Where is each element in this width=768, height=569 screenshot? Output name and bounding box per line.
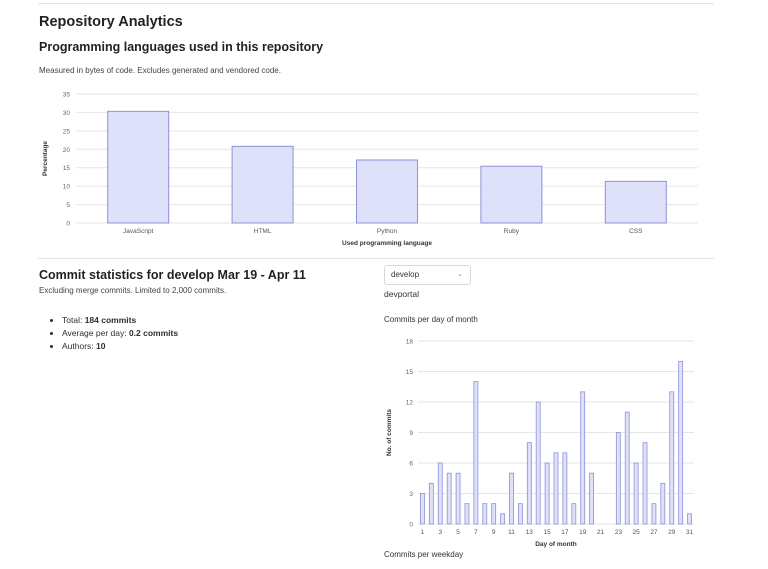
- bar-day-19: [580, 391, 586, 525]
- languages-description: Measured in bytes of code. Excludes gene…: [39, 66, 281, 75]
- commits-per-day-of-month-title: Commits per day of month: [384, 315, 478, 324]
- x-tick-label: Ruby: [504, 228, 520, 235]
- bar-day-15: [544, 462, 550, 525]
- y-tick-label: 25: [63, 128, 71, 135]
- stat-average-per-day: Average per day: 0.2 commits: [62, 327, 178, 340]
- bar-day-24: [624, 411, 630, 525]
- bar-day-30: [678, 360, 684, 525]
- y-axis-label: No. of commits: [386, 409, 393, 456]
- x-tick-label: 15: [543, 529, 551, 536]
- bar-day-8: [482, 503, 488, 525]
- x-tick-label: 3: [438, 529, 442, 536]
- bar-day-10: [500, 513, 505, 525]
- branch-select[interactable]: develop ⌄: [384, 265, 471, 285]
- x-axis-label: Used programming language: [342, 240, 432, 247]
- y-tick-label: 10: [63, 184, 71, 191]
- stat-authors: Authors: 10: [62, 340, 178, 353]
- x-tick-label: 5: [456, 529, 460, 536]
- x-tick-label: 27: [650, 529, 658, 536]
- y-tick-label: 9: [409, 430, 413, 437]
- bar-day-17: [562, 452, 568, 525]
- x-tick-label: CSS: [629, 228, 643, 235]
- bar-day-12: [517, 503, 523, 525]
- bar-day-3: [437, 462, 443, 525]
- bar-day-7: [473, 381, 479, 525]
- languages-section-title: Programming languages used in this repos…: [39, 40, 324, 54]
- bar-day-29: [669, 391, 675, 525]
- x-tick-label: 25: [633, 529, 641, 536]
- bar-day-1: [420, 493, 425, 525]
- x-tick-label: 19: [579, 529, 587, 536]
- x-tick-label: 7: [474, 529, 478, 536]
- section-divider: [38, 258, 714, 259]
- bar-day-14: [535, 401, 541, 525]
- bar-day-23: [615, 432, 621, 525]
- commit-stats-list: Total: 184 commits Average per day: 0.2 …: [50, 314, 178, 353]
- x-tick-label: HTML: [254, 228, 272, 235]
- y-tick-label: 20: [63, 147, 71, 154]
- branch-select-value: develop: [391, 270, 420, 279]
- x-tick-label: 17: [561, 529, 569, 536]
- bar-day-16: [553, 452, 559, 525]
- y-tick-label: 3: [409, 491, 413, 498]
- repo-name: devportal: [384, 289, 419, 299]
- y-tick-label: 35: [63, 92, 71, 99]
- y-tick-label: 15: [63, 165, 71, 172]
- x-tick-label: 9: [492, 529, 496, 536]
- bar-ruby: [480, 165, 543, 224]
- bar-day-2: [428, 482, 434, 525]
- bar-day-6: [464, 503, 470, 525]
- bar-day-18: [571, 503, 577, 525]
- bar-day-26: [642, 442, 648, 525]
- x-tick-label: 21: [597, 529, 605, 536]
- page-title: Repository Analytics: [39, 14, 183, 30]
- y-tick-label: 30: [63, 110, 71, 117]
- bar-day-28: [660, 482, 666, 525]
- y-tick-label: 15: [406, 369, 414, 376]
- commit-title-date-range: Mar 19 - Apr 11: [214, 268, 306, 282]
- x-tick-label: 13: [526, 529, 534, 536]
- bar-day-5: [455, 472, 461, 525]
- x-tick-label: 1: [421, 529, 425, 536]
- y-tick-label: 12: [406, 400, 414, 407]
- y-tick-label: 0: [66, 221, 70, 228]
- x-tick-label: 29: [668, 529, 676, 536]
- y-axis-label: Percentage: [42, 141, 49, 176]
- x-tick-label: Python: [377, 228, 398, 235]
- top-divider: [38, 3, 714, 4]
- bar-day-31: [687, 513, 692, 525]
- y-tick-label: 5: [66, 202, 70, 209]
- x-axis-label: Day of month: [535, 541, 577, 548]
- stat-total: Total: 184 commits: [62, 314, 178, 327]
- commit-title-prefix: Commit statistics for: [39, 268, 167, 282]
- y-tick-label: 6: [409, 461, 413, 468]
- bar-day-11: [509, 472, 514, 525]
- bar-javascript: [107, 110, 170, 224]
- y-tick-label: 18: [406, 339, 414, 346]
- bar-day-4: [446, 472, 452, 525]
- commit-title-branch: develop: [166, 268, 215, 282]
- bar-day-27: [651, 503, 657, 525]
- bar-day-20: [589, 472, 595, 525]
- languages-bar-chart: 0 5 10 15 20 25 30 35 JavaScript HTML Python Ruby CS…: [42, 92, 698, 247]
- chevron-down-icon: ⌄: [457, 271, 463, 278]
- x-tick-label: 11: [508, 529, 515, 536]
- y-tick-label: 0: [409, 522, 413, 529]
- commit-statistics-title: Commit statistics for develop Mar 19 - A…: [39, 268, 306, 282]
- bar-day-25: [633, 462, 639, 525]
- bar-day-9: [491, 503, 497, 525]
- commits-per-weekday-title: Commits per weekday: [384, 550, 464, 559]
- commit-statistics-description: Excluding merge commits. Limited to 2,00…: [39, 286, 227, 295]
- bar-day-13: [526, 442, 532, 525]
- bar-python: [356, 159, 418, 224]
- x-tick-label: JavaScript: [123, 228, 154, 235]
- x-tick-label: 23: [615, 529, 623, 536]
- bar-html: [231, 145, 294, 224]
- bar-css: [604, 180, 667, 224]
- x-tick-label: 31: [686, 529, 694, 536]
